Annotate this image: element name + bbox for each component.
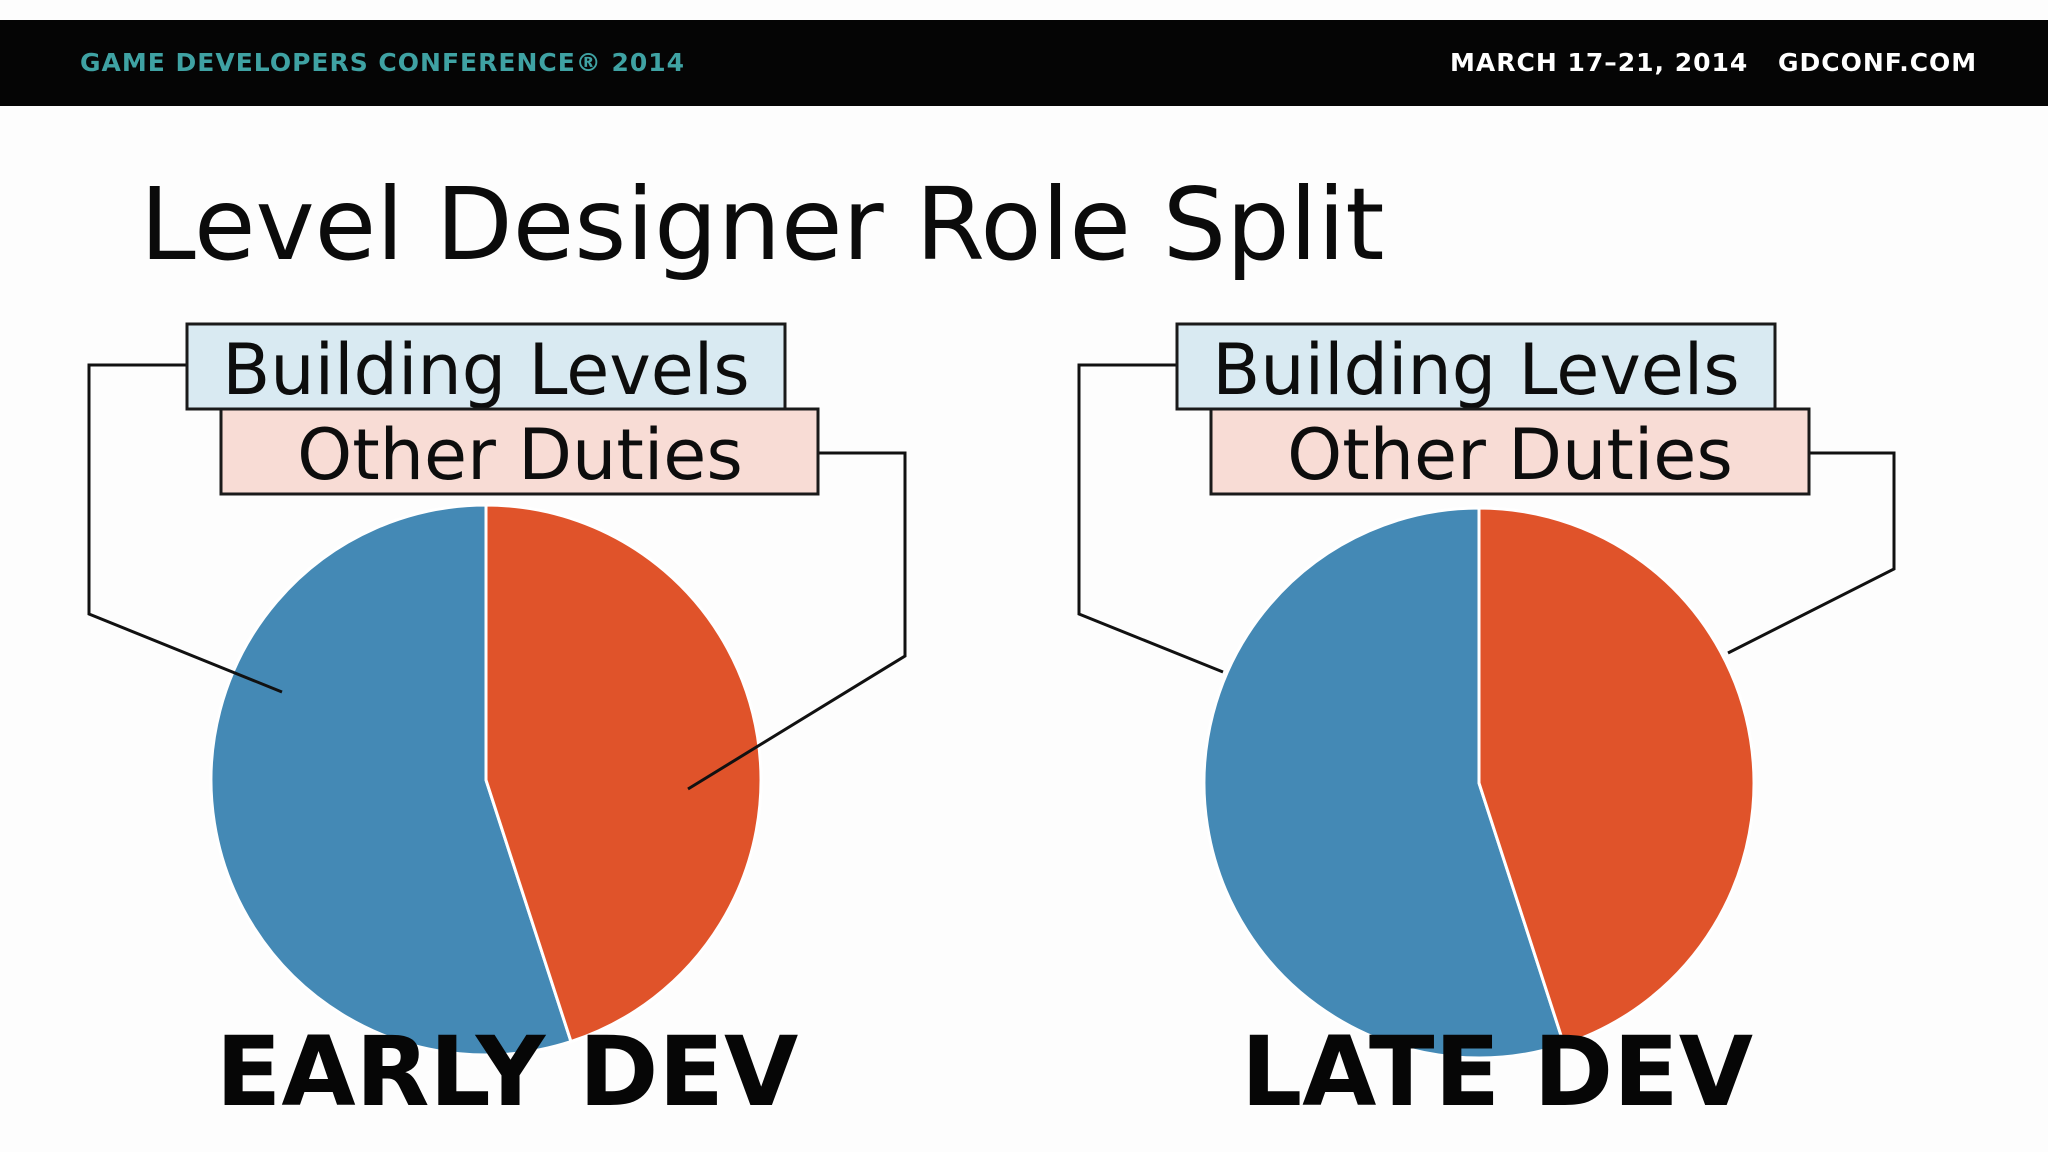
conference-dates: MARCH 17–21, 2014 — [1450, 48, 1749, 77]
early-dev-leader-other-duties — [687, 451, 907, 791]
conference-header-bar: GAME DEVELOPERS CONFERENCE® 2014 MARCH 1… — [0, 20, 2048, 106]
late-dev-leader-other-duties — [1727, 451, 1896, 655]
late-dev-legend-building-levels — [1175, 322, 1777, 411]
conference-name: GAME DEVELOPERS CONFERENCE® 2014 — [80, 48, 686, 77]
late-dev-label: LATE DEV — [1241, 1016, 1753, 1128]
late-dev-slice-building-levels — [1202, 506, 1566, 1060]
slide-title: Level Designer Role Split — [140, 166, 1385, 283]
conference-website: GDCONF.COM — [1778, 48, 1978, 77]
late-dev-legend-building-levels-label: Building Levels — [1212, 329, 1739, 411]
early-dev-chart: Building Levels Other Duties EARLY DEV — [87, 322, 907, 1128]
early-dev-legend-building-levels — [185, 322, 787, 411]
early-dev-legend-building-levels-label: Building Levels — [222, 329, 749, 411]
late-dev-legend-other-duties — [1209, 407, 1811, 496]
early-dev-leader-building-levels — [87, 363, 283, 694]
early-dev-legend-other-duties-label: Other Duties — [297, 414, 743, 496]
early-dev-slice-other-duties — [484, 503, 763, 1044]
early-dev-label: EARLY DEV — [216, 1016, 799, 1128]
early-dev-legend-other-duties — [219, 407, 820, 496]
late-dev-pie — [1202, 506, 1756, 1060]
late-dev-legend-other-duties-label: Other Duties — [1287, 414, 1733, 496]
late-dev-chart: Building Levels Other Duties LATE DEV — [1077, 322, 1896, 1128]
late-dev-slice-other-duties — [1477, 506, 1756, 1047]
late-dev-leader-building-levels — [1077, 363, 1224, 674]
early-dev-slice-building-levels — [209, 503, 573, 1057]
early-dev-pie — [209, 503, 763, 1057]
